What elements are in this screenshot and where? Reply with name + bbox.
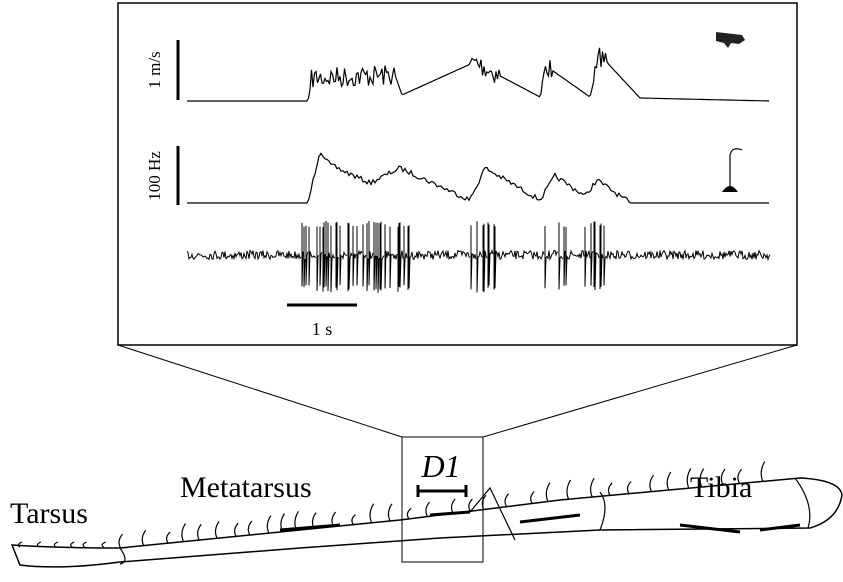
leg-hair [566,479,572,500]
leg-hair [181,523,187,542]
leg-detail [119,477,811,565]
bracket [416,485,468,497]
time-scale-label: 1 s [312,319,333,339]
leg-hair [53,541,59,548]
leg-hair [406,507,412,520]
leg-hair [607,482,613,496]
hair-icon [722,186,738,192]
leg-hair [17,541,23,548]
leg-hair [387,503,393,522]
leg-hair [166,531,171,544]
leg-hair [504,493,510,508]
leg-hair [686,468,692,489]
leg-hair [118,533,124,549]
leg-hair [369,503,375,524]
leg-hair [294,510,300,531]
leg-hair [626,481,632,495]
leg-hair [311,512,317,529]
frequency-trace [187,152,769,204]
leg-hair [214,521,220,539]
leg-hair [699,468,705,488]
leg-detail [279,510,801,534]
leg-hair [545,482,551,502]
leg-hair [720,468,726,486]
leg-hair [450,498,456,514]
leg-hair [590,477,595,498]
leg-hair [351,514,356,525]
leg-hair [101,541,106,548]
leg-hair [280,513,286,533]
velocity-trace [187,47,770,102]
leg-hair [82,541,87,548]
leg-hair [70,541,75,548]
spike-trace [186,221,771,293]
leg-hair [481,494,487,510]
leg-hair [737,468,742,484]
segment-label: Metatarsus [180,471,312,504]
leg-hair [266,515,272,534]
segment-label: Tarsus [10,497,88,530]
fly-icon [716,32,745,48]
leg-hair [760,461,766,482]
leg-hair [425,501,430,517]
leg-hair [331,511,337,527]
leg-hair [141,529,147,546]
leg-hair [36,541,42,548]
zoom-panel [117,2,798,346]
zoom-line [117,344,403,438]
leg-hair [530,490,535,504]
leg-hair [666,471,672,491]
zoom-line [482,344,798,438]
leg-hairs [17,461,766,549]
leg-hair [247,520,253,536]
leg-hair [234,522,239,537]
zoom-label: D1 [420,448,460,484]
hair-icon [729,148,743,188]
velocity-scale-label: 1 m/s [145,51,164,88]
frequency-scale-label: 100 Hz [145,151,164,201]
leg-hair [649,474,654,492]
leg-hair [197,523,202,541]
leg-hair [468,498,473,512]
leg-outline [10,477,843,568]
